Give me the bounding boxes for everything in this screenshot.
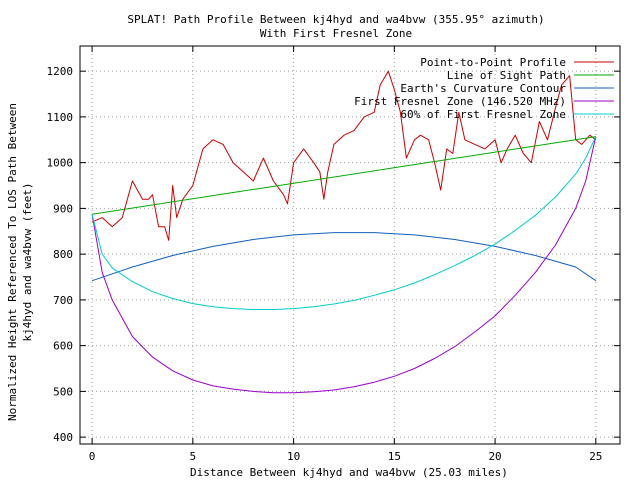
x-tick-label: 15 [388,450,401,463]
x-tick-label: 25 [589,450,602,463]
chart-title: SPLAT! Path Profile Between kj4hyd and w… [127,13,544,26]
series-line-3 [91,136,597,394]
y-tick-label: 600 [53,340,73,353]
series-layer [91,70,597,394]
x-axis-label: Distance Between kj4hyd and wa4bvw (25.0… [190,466,508,479]
y-tick-label: 1000 [47,157,74,170]
legend-label: First Fresnel Zone (146.520 MHz) [354,95,566,108]
plot-frame [79,45,621,445]
legend-label: Earth's Curvature Contour [400,82,566,95]
legend-label: Point-to-Point Profile [420,56,566,69]
chart-subtitle: With First Fresnel Zone [260,27,412,40]
y-tick-label: 900 [53,202,73,215]
y-axis-label-line1: Normalized Height Referenced To LOS Path… [6,103,19,421]
series-line-2 [91,232,597,282]
x-tick-label: 0 [89,450,96,463]
y-tick-label: 500 [53,385,73,398]
y-axis-label-line2: kj4hyd and wa4bvw (feet) [21,183,34,342]
legend-label: 60% of First Fresnel Zone [400,108,566,121]
frame-layer [79,45,621,445]
series-line-0 [91,70,597,241]
y-tick-label: 400 [53,431,73,444]
y-tick-label: 1100 [47,111,74,124]
y-tick-label: 1200 [47,65,74,78]
x-tick-label: 20 [488,450,501,463]
x-tick-label: 10 [287,450,300,463]
series-line-4 [91,136,597,310]
legend-label: Line of Sight Path [447,69,566,82]
y-tick-label: 800 [53,248,73,261]
tick-layer: 400 500 600 700 800 900 1000 1100 1200 0 5 10 15 20 25 [47,46,620,463]
y-tick-label: 700 [53,294,73,307]
series-line-1 [92,136,596,215]
x-tick-label: 5 [190,450,197,463]
